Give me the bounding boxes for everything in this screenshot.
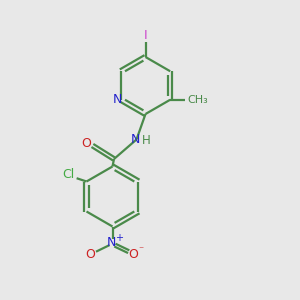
Text: H: H (142, 134, 151, 148)
Text: N: N (112, 93, 122, 106)
Text: N: N (107, 236, 117, 249)
Text: O: O (81, 137, 91, 150)
Text: O: O (129, 248, 138, 261)
Text: N: N (130, 133, 140, 146)
Text: ⁻: ⁻ (138, 245, 143, 256)
Text: O: O (85, 248, 95, 261)
Text: CH₃: CH₃ (188, 95, 208, 105)
Text: Cl: Cl (62, 168, 75, 181)
Text: +: + (115, 233, 123, 243)
Text: I: I (144, 29, 147, 42)
